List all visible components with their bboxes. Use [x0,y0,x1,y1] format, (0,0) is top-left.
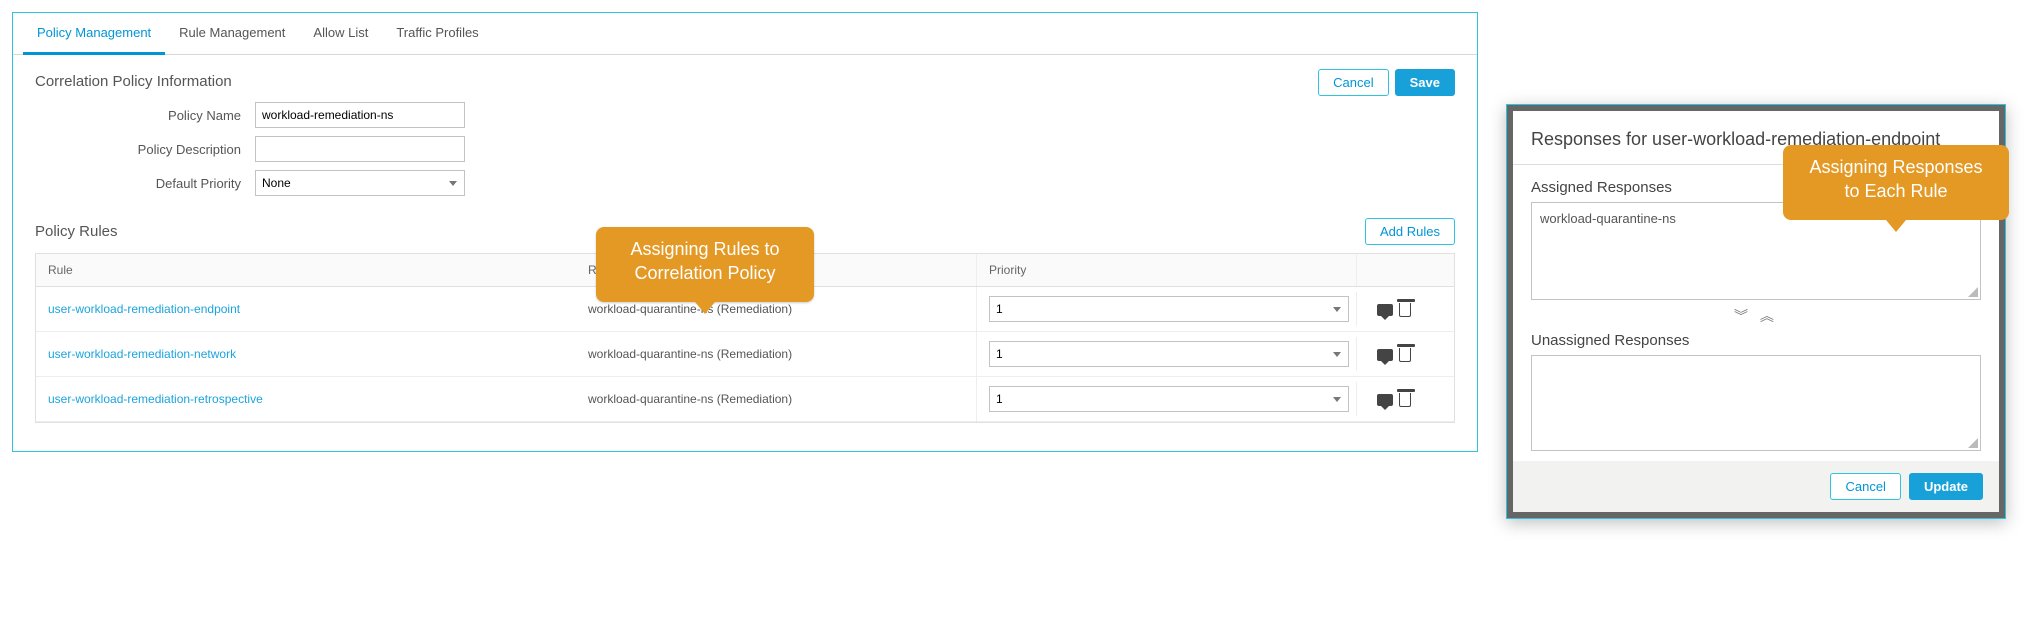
rule-link[interactable]: user-workload-remediation-endpoint [48,302,240,316]
unassigned-title: Unassigned Responses [1531,332,1981,349]
row-default-priority: Default Priority None [35,170,1455,196]
resize-handle[interactable] [1968,287,1978,297]
row-actions [1369,301,1442,317]
add-rules-button[interactable]: Add Rules [1365,218,1455,245]
tab-rule-management[interactable]: Rule Management [165,13,299,54]
rules-title: Policy Rules [35,223,118,240]
callout-responses: Assigning Responses to Each Rule [1783,145,2009,220]
row-policy-description: Policy Description [35,136,1455,162]
unassigned-listbox-wrap [1531,355,1981,451]
save-button[interactable]: Save [1395,69,1455,96]
priority-select-wrap: 1 [989,386,1349,412]
label-policy-name: Policy Name [35,108,255,123]
col-actions [1356,254,1454,286]
select-default-priority[interactable]: None [255,170,465,196]
delete-icon[interactable] [1399,348,1411,362]
delete-icon[interactable] [1399,393,1411,407]
rule-link[interactable]: user-workload-remediation-retrospective [48,392,263,406]
row-actions [1369,346,1442,362]
tab-bar: Policy Management Rule Management Allow … [13,13,1477,55]
resize-handle[interactable] [1968,438,1978,448]
cancel-button[interactable]: Cancel [1318,69,1388,96]
table-row: user-workload-remediation-network worklo… [36,332,1454,377]
input-policy-name[interactable] [255,102,465,128]
responses-icon[interactable] [1377,349,1393,361]
tab-allow-list[interactable]: Allow List [299,13,382,54]
rule-link[interactable]: user-workload-remediation-network [48,347,236,361]
tab-traffic-profiles[interactable]: Traffic Profiles [382,13,492,54]
priority-select[interactable]: 1 [989,296,1349,322]
priority-select-wrap: 1 [989,296,1349,322]
table-row: user-workload-remediation-retrospective … [36,377,1454,422]
responses-dialog: Responses for user-workload-remediation-… [1506,104,2006,519]
callout-line1: Assigning Rules to [630,239,779,259]
rule-responses: workload-quarantine-ns (Remediation) [576,383,976,415]
input-policy-description[interactable] [255,136,465,162]
priority-select[interactable]: 1 [989,341,1349,367]
dialog-footer: Cancel Update [1513,461,1999,512]
col-rule: Rule [36,254,576,286]
policy-panel: Policy Management Rule Management Allow … [12,12,1478,452]
priority-select[interactable]: 1 [989,386,1349,412]
priority-select-wrap: 1 [989,341,1349,367]
label-default-priority: Default Priority [35,176,255,191]
row-policy-name: Policy Name [35,102,1455,128]
label-policy-description: Policy Description [35,142,255,157]
responses-icon[interactable] [1377,394,1393,406]
dialog-cancel-button[interactable]: Cancel [1830,473,1900,500]
panel-body: Cancel Save Correlation Policy Informati… [13,55,1477,451]
swap-arrows[interactable]: ︾ ︽ [1531,300,1981,332]
callout-line2: Correlation Policy [634,263,775,283]
callout2-line2: to Each Rule [1844,181,1947,201]
section-title: Correlation Policy Information [35,73,1455,90]
dialog-inner: Responses for user-workload-remediation-… [1513,111,1999,512]
col-priority: Priority [976,254,1356,286]
dialog-update-button[interactable]: Update [1909,473,1983,500]
row-actions [1369,391,1442,407]
unassigned-listbox[interactable] [1531,355,1981,451]
dialog-body: Assigning Responses to Each Rule Assigne… [1513,165,1999,461]
select-default-priority-wrap: None [255,170,465,196]
delete-icon[interactable] [1399,303,1411,317]
responses-icon[interactable] [1377,304,1393,316]
callout-rules: Assigning Rules to Correlation Policy [596,227,814,302]
callout2-line1: Assigning Responses [1809,157,1982,177]
top-actions: Cancel Save [1318,69,1455,96]
rule-responses: workload-quarantine-ns (Remediation) [576,338,976,370]
tab-policy-management[interactable]: Policy Management [23,13,165,55]
